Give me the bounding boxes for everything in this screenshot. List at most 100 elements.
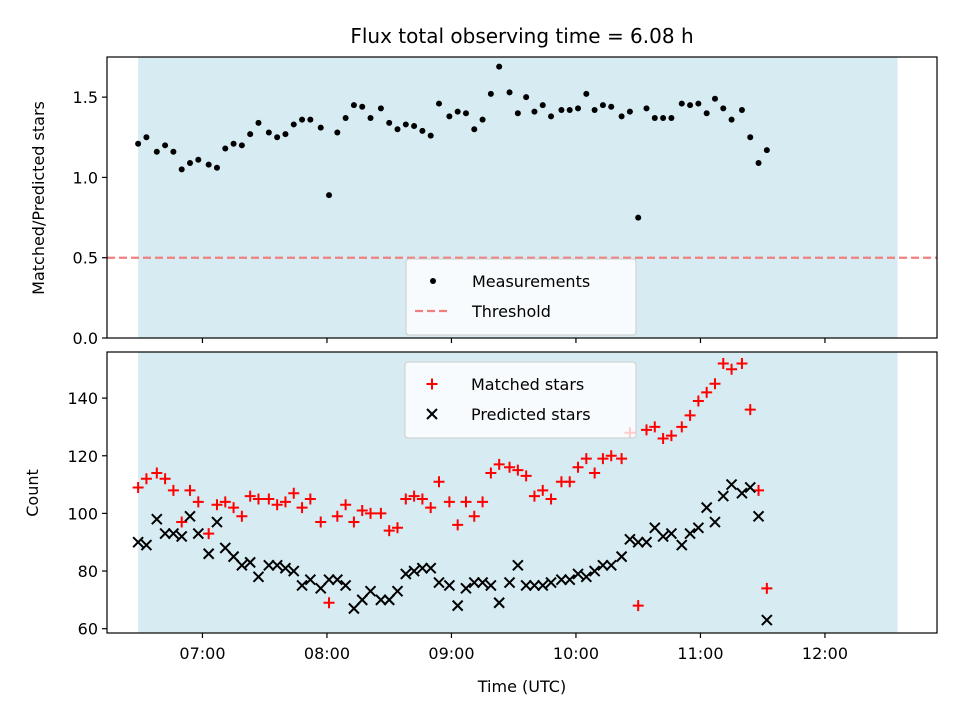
data-point bbox=[143, 134, 150, 141]
data-point bbox=[219, 496, 231, 508]
data-point bbox=[700, 501, 713, 514]
data-point bbox=[597, 559, 609, 571]
data-point bbox=[365, 507, 377, 519]
data-point bbox=[446, 113, 453, 120]
data-point bbox=[728, 116, 735, 123]
data-point bbox=[651, 115, 658, 122]
data-point bbox=[151, 513, 163, 525]
data-point bbox=[684, 527, 696, 540]
data-point bbox=[263, 559, 275, 571]
data-point bbox=[408, 490, 420, 502]
data-point bbox=[386, 119, 393, 126]
chart-title: Flux total observing time = 6.08 h bbox=[350, 24, 693, 48]
data-point bbox=[725, 478, 738, 491]
data-point bbox=[326, 192, 333, 199]
data-point bbox=[151, 467, 163, 479]
data-point bbox=[512, 559, 524, 571]
legend-marker bbox=[426, 378, 438, 390]
data-point bbox=[192, 496, 204, 508]
data-point bbox=[537, 579, 549, 592]
data-point bbox=[503, 576, 516, 589]
data-point bbox=[236, 559, 248, 571]
data-point bbox=[178, 166, 185, 173]
data-point bbox=[537, 484, 549, 496]
legend: Measurements Threshold bbox=[405, 258, 637, 336]
data-point bbox=[419, 127, 426, 134]
data-point bbox=[720, 105, 727, 112]
data-point bbox=[763, 147, 770, 154]
legend-label: Measurements bbox=[472, 272, 590, 291]
data-point bbox=[433, 576, 445, 589]
data-point bbox=[692, 522, 705, 534]
data-point bbox=[424, 562, 437, 574]
data-point bbox=[416, 562, 429, 574]
data-point bbox=[566, 106, 573, 113]
y-tick-label: 0.5 bbox=[73, 249, 98, 268]
data-point bbox=[356, 505, 368, 517]
data-point bbox=[170, 148, 177, 155]
data-point bbox=[744, 481, 756, 494]
data-point bbox=[132, 536, 144, 548]
data-point bbox=[159, 527, 171, 540]
data-point bbox=[624, 533, 636, 546]
data-point bbox=[222, 145, 229, 152]
data-point bbox=[580, 571, 593, 583]
axes-frame bbox=[106, 56, 938, 339]
data-point bbox=[605, 559, 617, 571]
data-point bbox=[605, 450, 617, 462]
data-point bbox=[425, 502, 437, 514]
data-point bbox=[236, 510, 248, 522]
data-point bbox=[205, 161, 212, 168]
data-point bbox=[531, 108, 538, 115]
data-point bbox=[383, 594, 395, 606]
data-point bbox=[548, 113, 555, 120]
data-point bbox=[195, 156, 202, 163]
data-point bbox=[555, 573, 568, 586]
data-point bbox=[460, 496, 472, 508]
data-point bbox=[282, 131, 289, 138]
data-point bbox=[665, 430, 677, 442]
data-point bbox=[504, 461, 516, 473]
data-point bbox=[615, 550, 628, 563]
data-point bbox=[657, 530, 669, 543]
data-point bbox=[514, 110, 521, 117]
data-point bbox=[271, 499, 283, 511]
data-point bbox=[618, 113, 625, 120]
data-point bbox=[528, 579, 541, 592]
data-point bbox=[427, 132, 434, 139]
data-point bbox=[545, 576, 557, 589]
data-point bbox=[211, 499, 223, 511]
data-point bbox=[176, 516, 188, 528]
legend-label: Threshold bbox=[471, 302, 551, 321]
y-tick-label: 100 bbox=[67, 504, 98, 523]
data-point bbox=[703, 110, 710, 117]
data-point bbox=[184, 484, 196, 496]
data-point bbox=[317, 124, 324, 131]
data-point bbox=[635, 214, 642, 221]
data-point bbox=[364, 585, 377, 597]
data-point bbox=[572, 461, 584, 473]
data-point bbox=[296, 579, 308, 592]
data-point bbox=[339, 579, 352, 592]
data-point bbox=[394, 126, 401, 133]
data-point bbox=[331, 510, 343, 522]
data-point bbox=[641, 424, 652, 436]
data-point bbox=[520, 470, 532, 482]
data-point bbox=[747, 134, 754, 141]
top-panel: 0.0 0.5 1.0 1.5 Measurements Threshold bbox=[73, 56, 938, 348]
data-point bbox=[468, 576, 480, 589]
x-axis-label: Time (UTC) bbox=[477, 677, 566, 696]
data-point bbox=[476, 576, 489, 589]
data-point bbox=[132, 481, 144, 493]
y-tick-label: 140 bbox=[67, 389, 98, 408]
data-point bbox=[290, 121, 297, 128]
data-point bbox=[202, 548, 215, 560]
data-point bbox=[227, 550, 240, 563]
legend: Matched stars Predicted stars bbox=[404, 361, 637, 439]
data-point bbox=[726, 363, 738, 375]
data-point bbox=[416, 493, 428, 505]
data-point bbox=[678, 100, 685, 107]
data-point bbox=[265, 129, 272, 136]
legend-marker bbox=[430, 278, 436, 284]
data-point bbox=[359, 103, 366, 110]
